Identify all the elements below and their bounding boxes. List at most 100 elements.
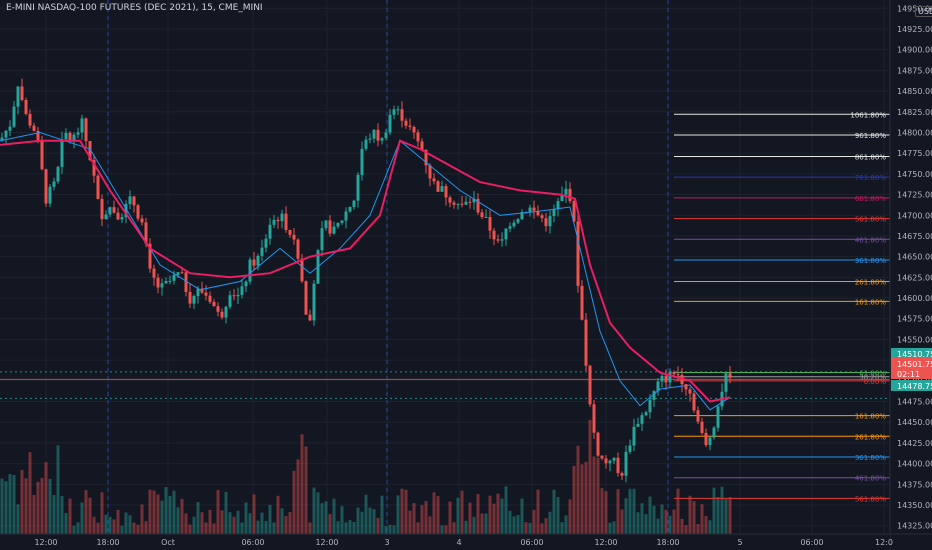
candle-body [460,203,464,205]
candle-body [572,201,576,222]
candle-body [260,247,264,256]
candle-body [476,198,480,213]
volume-bar [632,488,636,534]
volume-bar [564,515,568,534]
volume-bar [12,475,16,534]
candle-body [32,125,36,131]
candle-body [628,445,632,452]
volume-bar [188,524,192,534]
volume-bar [332,498,336,534]
candle-body [504,228,508,240]
x-tick-label: 18:00 [96,538,119,547]
volume-bar [264,521,268,534]
volume-bar [16,504,20,534]
y-tick-label: 14475.00 [897,398,932,407]
candle-body [556,201,560,210]
volume-bar [660,504,664,534]
volume-bar [160,500,164,534]
volume-bar [496,493,500,534]
volume-bar [340,506,344,534]
y-tick-label: 14450.00 [897,418,932,427]
volume-bar [60,496,64,534]
candle-body [424,149,428,166]
volume-bar [464,520,468,534]
volume-bar [348,520,352,534]
fib-label: 461.80% [855,475,886,483]
y-tick-label: 14425.00 [897,439,932,448]
fib-label: 0.00% [864,378,887,386]
volume-bar [148,489,152,534]
currency-badge[interactable]: USD [915,6,932,17]
candle-body [472,198,476,203]
candle-body [696,410,700,422]
volume-bar [64,513,68,534]
candle-body [276,219,280,222]
candle-body [656,381,660,392]
volume-bar [76,522,80,534]
volume-bar [524,522,528,534]
candle-body [648,399,652,413]
x-axis[interactable]: 12:00 18:00 Oct 06:00 12:00 3 4 06:00 12:00 18:00… [0,533,932,550]
fib-label: 661.80% [855,195,886,203]
candle-body [284,213,288,230]
volume-bar [696,524,700,534]
fib-label: 1061.80% [850,111,886,119]
volume-bar [588,419,592,534]
volume-bar [304,446,308,534]
candle-body [464,201,468,205]
volume-bar [476,494,480,534]
fib-label: 261.80% [855,433,886,441]
candle-body [4,130,8,138]
y-tick-label: 14400.00 [897,460,932,469]
volume-bar [104,514,108,534]
volume-bar [168,495,172,534]
candle-body [716,406,720,428]
volume-bar [352,521,356,534]
x-tick-label: 12:00 [315,538,338,547]
volume-bar [724,499,728,534]
candle-body [548,216,552,227]
fib-label: 161.80% [855,298,886,306]
candle-body [408,125,412,127]
candle-body [232,295,236,297]
price-label-bg [891,358,932,369]
volume-bar [228,512,232,534]
candle-body [592,404,596,433]
y-tick-label: 14825.00 [897,108,932,117]
volume-bar [320,503,324,534]
candle-body [360,148,364,175]
volume-bar [152,490,156,534]
candle-body [576,221,580,286]
volume-bar [436,496,440,534]
volume-bar [272,522,276,534]
y-tick-label: 14900.00 [897,46,932,55]
y-axis[interactable]: 14950.00 14925.00 14900.00 14875.00 14850.00… [889,0,932,550]
candle-body [252,259,256,266]
volume-bar [232,516,236,534]
candle-body [508,226,512,229]
candle-body [108,207,112,215]
fib-label: 361.80% [855,454,886,462]
candle-body [96,175,100,200]
volume-bar [392,525,396,534]
volume-bar [360,511,364,534]
volume-bar [644,514,648,534]
candle-body [436,181,440,192]
candle-body [652,391,656,400]
candle-body [660,375,664,382]
volume-bar [472,516,476,534]
volume-bar [428,516,432,534]
candle-body [112,207,116,213]
volume-bar [376,517,380,534]
candle-body [228,295,232,307]
candle-body [216,306,220,312]
price-label-bg [891,348,932,359]
volume-bar [396,495,400,534]
volume-bar [576,445,580,534]
candle-body [8,126,12,131]
candle-body [64,132,68,140]
volume-bar [592,456,596,534]
volume-bar [244,502,248,534]
